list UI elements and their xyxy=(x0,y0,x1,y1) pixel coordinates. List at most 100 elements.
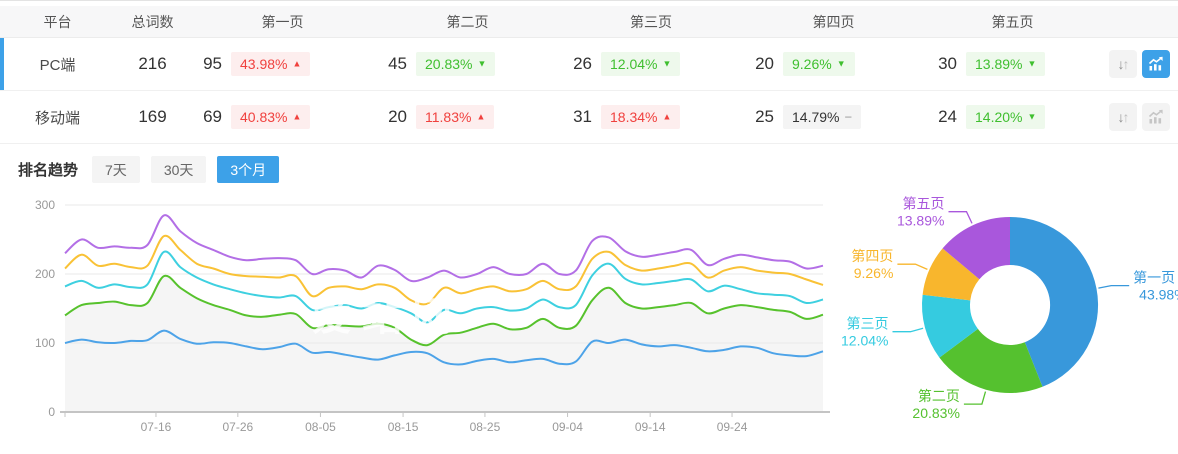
page4-count: 25 xyxy=(755,107,774,126)
page5-percent-badge: 13.89% ▼ xyxy=(966,52,1046,76)
trend-tabbar: 排名趋势 7天 30天 3个月 xyxy=(0,144,1178,183)
col-header-page2: 第二页 xyxy=(446,13,489,30)
page3-cell: 26 12.04% ▼ xyxy=(560,52,742,76)
tab-3-months[interactable]: 3个月 xyxy=(217,156,280,183)
page4-cell: 25 14.79% − xyxy=(742,105,925,129)
col-header-total-words: 总词数 xyxy=(131,13,174,30)
page2-cell: 45 20.83% ▼ xyxy=(375,52,560,76)
trend-up-icon: ▲ xyxy=(292,111,302,121)
trend-up-icon: ▲ xyxy=(292,58,302,68)
x-axis-label: 09-24 xyxy=(717,420,748,434)
page3-count: 31 xyxy=(573,107,592,126)
table-row-mobile[interactable]: 移动端 169 69 40.83% ▲ 20 11.83% ▲ 31 18.34% ▲ 25 14… xyxy=(0,91,1178,144)
row-actions: ↓↑ xyxy=(1100,50,1178,78)
page2-count: 20 xyxy=(388,107,407,126)
table-row-pc[interactable]: PC端 216 95 43.98% ▲ 45 20.83% ▼ 26 12.04% ▼ 20 9.… xyxy=(0,38,1178,91)
area-fill xyxy=(65,275,823,412)
donut-label-percent: 43.98% xyxy=(1139,287,1178,303)
page5-cell: 30 13.89% ▼ xyxy=(925,52,1100,76)
x-axis-label: 08-25 xyxy=(470,420,501,434)
table-body: PC端 216 95 43.98% ▲ 45 20.83% ▼ 26 12.04% ▼ 20 9.… xyxy=(0,38,1178,144)
page5-percent-badge: 14.20% ▼ xyxy=(966,105,1046,129)
trend-section: 排名趋势 7天 30天 3个月 07-16 07-26 08-05 08-15 08-2… xyxy=(0,144,1178,454)
page4-percent-badge: 14.79% − xyxy=(783,105,862,129)
sort-button[interactable]: ↓↑ xyxy=(1108,50,1137,78)
donut-label-percent: 12.04% xyxy=(841,333,888,349)
page4-percent-badge: 9.26% ▼ xyxy=(783,52,855,76)
donut-label-line xyxy=(892,327,924,333)
donut-slice-第五页 xyxy=(942,217,1010,280)
trend-down-icon: ▼ xyxy=(662,58,672,68)
sort-arrows-icon: ↓↑ xyxy=(1117,109,1130,125)
donut-label-name: 第二页 xyxy=(918,388,960,404)
trend-down-icon: ▼ xyxy=(1027,58,1037,68)
page2-percent-badge: 11.83% ▲ xyxy=(416,105,495,129)
trend-down-icon: ▼ xyxy=(836,58,846,68)
x-axis-label: 07-16 xyxy=(141,420,172,434)
trend-down-icon: ▼ xyxy=(477,58,487,68)
show-trend-chart-button[interactable] xyxy=(1141,50,1170,78)
line-series-第二页 xyxy=(64,274,824,347)
page2-percent-badge: 20.83% ▼ xyxy=(416,52,496,76)
page5-cell: 24 14.20% ▼ xyxy=(925,105,1100,129)
trend-section-title: 排名趋势 xyxy=(18,162,79,179)
y-axis-label: 200 xyxy=(35,267,55,281)
donut-label-line xyxy=(897,263,928,270)
col-header-page1: 第一页 xyxy=(261,13,304,30)
trend-flat-icon: − xyxy=(844,109,853,124)
y-axis-label: 100 xyxy=(35,336,55,350)
page5-count: 24 xyxy=(938,107,957,126)
col-header-page4: 第四页 xyxy=(812,13,855,30)
donut-label-percent: 9.26% xyxy=(854,265,894,281)
donut-label-line xyxy=(948,211,973,224)
x-axis-label: 08-05 xyxy=(305,420,336,434)
donut-slice-第四页 xyxy=(922,248,980,301)
trend-chart-icon xyxy=(1148,109,1163,124)
sort-button[interactable]: ↓↑ xyxy=(1108,103,1137,131)
page1-cell: 69 40.83% ▲ xyxy=(190,105,375,129)
page1-count: 95 xyxy=(203,54,222,73)
rank-trend-line-chart[interactable]: 07-16 07-26 08-05 08-15 08-25 09-04 09-14 09-24… xyxy=(0,183,840,441)
page4-count: 20 xyxy=(755,54,774,73)
line-series-第五页 xyxy=(64,214,824,283)
y-axis-label: 0 xyxy=(48,405,55,419)
page2-cell: 20 11.83% ▲ xyxy=(375,105,560,129)
donut-slice-第一页 xyxy=(1010,216,1099,387)
line-series-第一页 xyxy=(64,329,824,366)
page1-percent-badge: 40.83% ▲ xyxy=(231,105,311,129)
show-trend-chart-button[interactable] xyxy=(1141,103,1170,131)
page5-count: 30 xyxy=(938,54,957,73)
donut-label-name: 第三页 xyxy=(847,316,889,332)
trend-up-icon: ▲ xyxy=(662,111,672,121)
y-axis-label: 300 xyxy=(35,198,55,212)
tab-7-days[interactable]: 7天 xyxy=(92,156,140,183)
page3-cell: 31 18.34% ▲ xyxy=(560,105,742,129)
donut-label-name: 第五页 xyxy=(902,196,944,212)
sort-arrows-icon: ↓↑ xyxy=(1117,56,1130,72)
table-header: 平台 总词数 第一页 第二页 第三页 第四页 第五页 xyxy=(0,6,1178,38)
donut-label-percent: 13.89% xyxy=(897,213,944,229)
platform-name: PC端 xyxy=(39,56,76,74)
row-actions: ↓↑ xyxy=(1100,103,1178,131)
line-series-第三页 xyxy=(64,250,824,324)
col-header-platform: 平台 xyxy=(43,13,72,30)
trend-chart-icon xyxy=(1148,56,1163,71)
page2-count: 45 xyxy=(388,54,407,73)
x-axis-label: 09-04 xyxy=(552,420,583,434)
page1-count: 69 xyxy=(203,107,222,126)
total-words-value: 169 xyxy=(138,107,167,126)
col-header-page5: 第五页 xyxy=(991,13,1034,30)
page3-percent-badge: 12.04% ▼ xyxy=(601,52,681,76)
page1-percent-badge: 43.98% ▲ xyxy=(231,52,311,76)
page3-percent-badge: 18.34% ▲ xyxy=(601,105,681,129)
tab-30-days[interactable]: 30天 xyxy=(150,156,207,183)
trend-down-icon: ▼ xyxy=(1027,111,1037,121)
donut-slice-第二页 xyxy=(939,328,1043,394)
total-words-value: 216 xyxy=(138,54,167,73)
col-header-page3: 第三页 xyxy=(630,13,672,30)
donut-slice-第三页 xyxy=(921,294,978,358)
line-series-第四页 xyxy=(64,234,824,306)
page1-cell: 95 43.98% ▲ xyxy=(190,52,375,76)
